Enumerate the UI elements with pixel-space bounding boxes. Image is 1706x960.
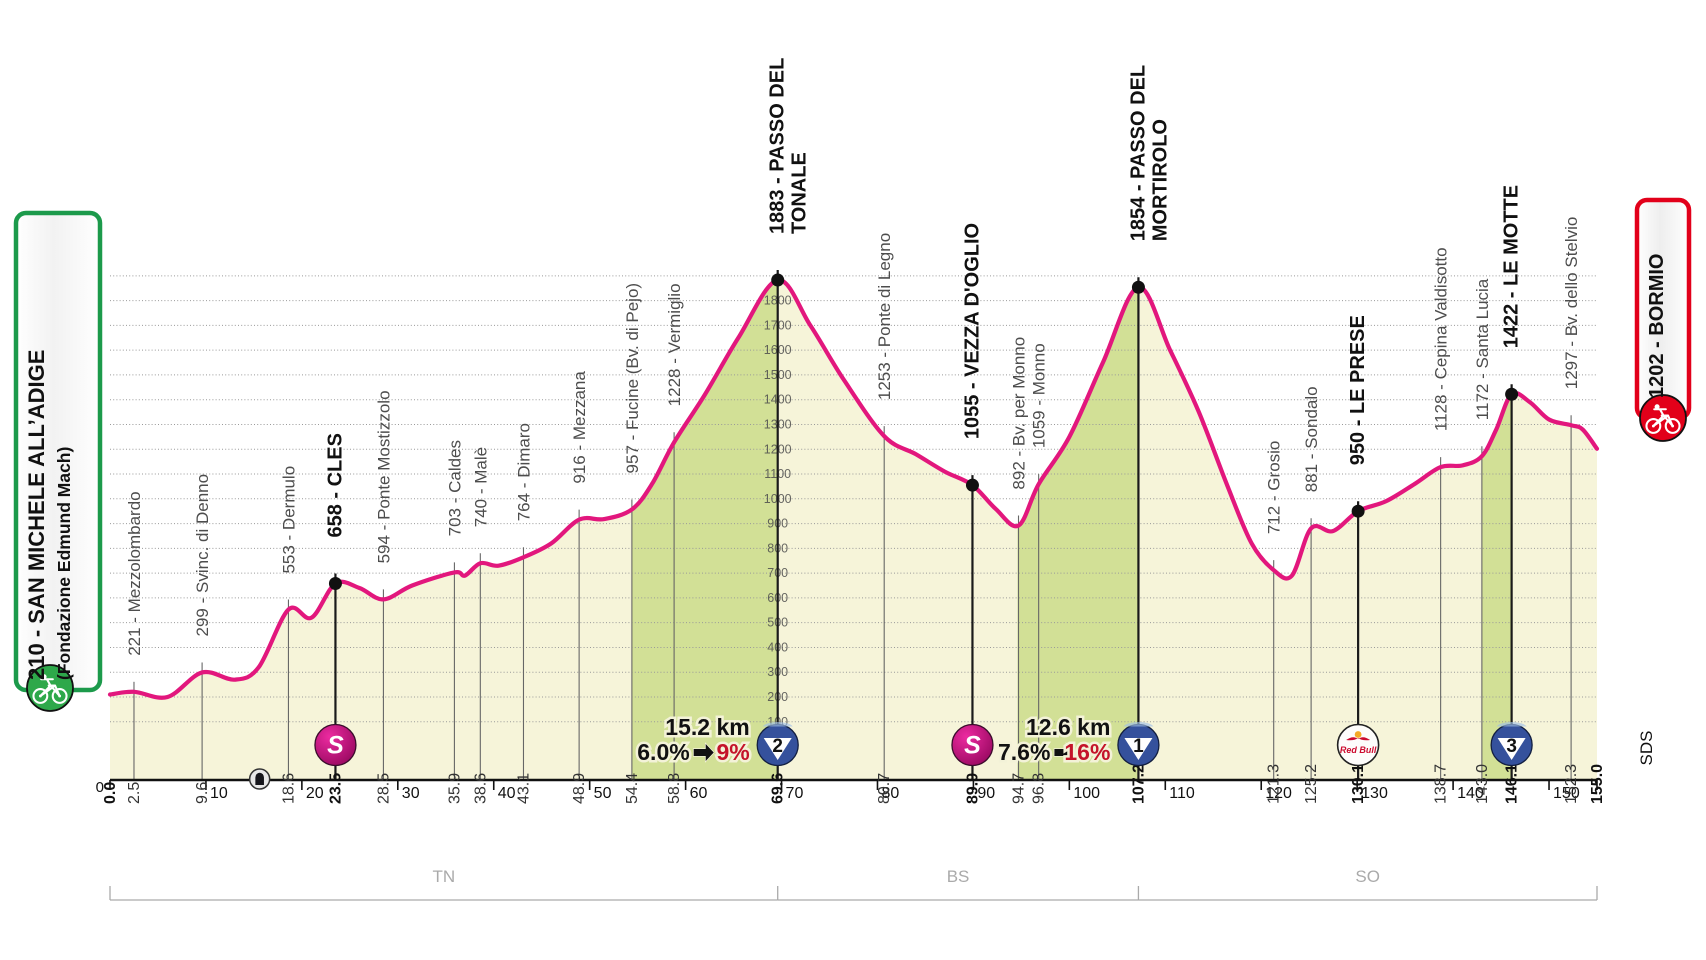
svg-text:916 - Mezzana: 916 - Mezzana [570, 371, 589, 484]
svg-text:152.3: 152.3 [1563, 764, 1580, 804]
svg-text:1883 - PASSO DEL: 1883 - PASSO DEL [767, 58, 789, 234]
svg-text:23.5: 23.5 [327, 773, 344, 804]
svg-text:1172 - Santa Lucia: 1172 - Santa Lucia [1473, 278, 1492, 420]
svg-text:143.0: 143.0 [1474, 764, 1491, 804]
svg-text:1253 - Ponte di Legno: 1253 - Ponte di Legno [875, 233, 894, 400]
svg-text:48.9: 48.9 [571, 773, 588, 804]
svg-text:20: 20 [306, 785, 324, 802]
svg-text:SO: SO [1355, 867, 1380, 886]
svg-text:9.6: 9.6 [194, 782, 211, 804]
svg-text:1202 - BORMIO: 1202 - BORMIO [1646, 254, 1668, 398]
svg-text:125.2: 125.2 [1303, 764, 1320, 804]
svg-text:138.7: 138.7 [1433, 764, 1450, 804]
svg-text:1059 - Monno: 1059 - Monno [1030, 343, 1049, 448]
svg-text:S: S [964, 732, 981, 760]
svg-text:10: 10 [210, 785, 228, 802]
svg-text:1297 - Bv. dello Stelvio: 1297 - Bv. dello Stelvio [1562, 217, 1581, 390]
svg-text:110: 110 [1169, 785, 1195, 802]
svg-text:TN: TN [433, 867, 456, 886]
svg-text:1228 - Vermiglio: 1228 - Vermiglio [665, 283, 684, 406]
svg-text:146.1: 146.1 [1504, 764, 1521, 804]
svg-text:16%: 16% [1064, 739, 1110, 765]
svg-text:80.7: 80.7 [876, 773, 893, 804]
svg-text:1128 - Cepina Valdisotto: 1128 - Cepina Valdisotto [1432, 247, 1451, 431]
svg-text:594 - Ponte Mostizzolo: 594 - Ponte Mostizzolo [374, 390, 393, 563]
svg-text:9%: 9% [716, 739, 749, 765]
svg-text:107.2: 107.2 [1130, 764, 1147, 804]
svg-text:0.0: 0.0 [102, 782, 119, 804]
svg-text:553 - Dermulo: 553 - Dermulo [279, 466, 298, 574]
svg-text:TONALE: TONALE [789, 152, 811, 234]
svg-text:703 - Caldes: 703 - Caldes [445, 440, 464, 536]
svg-text:S: S [327, 732, 344, 760]
svg-text:221 - Mezzolombardo: 221 - Mezzolombardo [125, 491, 144, 655]
svg-text:130.1: 130.1 [1350, 764, 1367, 804]
svg-text:38.6: 38.6 [472, 773, 489, 804]
svg-text:957 - Fucine (Bv. di Pejo): 957 - Fucine (Bv. di Pejo) [623, 283, 642, 474]
svg-text:SDS: SDS [1637, 731, 1656, 766]
svg-text:43.1: 43.1 [515, 773, 532, 804]
svg-text:881 - Sondalo: 881 - Sondalo [1302, 386, 1321, 492]
svg-text:35.9: 35.9 [446, 773, 463, 804]
svg-text:40: 40 [498, 785, 516, 802]
svg-text:50: 50 [594, 785, 612, 802]
svg-text:69.6: 69.6 [770, 773, 787, 804]
svg-text:6.0%: 6.0% [637, 739, 689, 765]
svg-text:100: 100 [1073, 785, 1100, 802]
svg-text:2.5: 2.5 [126, 782, 143, 804]
svg-text:15.2 km: 15.2 km [665, 714, 749, 740]
svg-text:299 - Svinc. di Denno: 299 - Svinc. di Denno [193, 474, 212, 637]
svg-text:58.8: 58.8 [666, 773, 683, 804]
svg-text:28.5: 28.5 [375, 773, 392, 804]
svg-text:(Fondazione Edmund Mach): (Fondazione Edmund Mach) [54, 447, 74, 680]
svg-text:155.0: 155.0 [1589, 764, 1606, 804]
svg-text:7.6%: 7.6% [998, 739, 1050, 765]
svg-text:12.6 km: 12.6 km [1026, 714, 1110, 740]
svg-text:96.8: 96.8 [1031, 773, 1048, 804]
svg-text:1854 - PASSO DEL: 1854 - PASSO DEL [1127, 65, 1149, 241]
svg-text:740 - Malè: 740 - Malè [471, 447, 490, 527]
svg-text:30: 30 [402, 785, 420, 802]
svg-text:2: 2 [772, 736, 783, 757]
svg-text:892 - Bv. per Monno: 892 - Bv. per Monno [1010, 337, 1029, 490]
svg-text:60: 60 [690, 785, 708, 802]
svg-text:70: 70 [786, 785, 804, 802]
svg-text:1055 - VEZZA D'OGLIO: 1055 - VEZZA D'OGLIO [961, 223, 983, 439]
svg-text:BS: BS [947, 867, 970, 886]
svg-text:18.6: 18.6 [280, 773, 297, 804]
svg-text:94.7: 94.7 [1011, 773, 1028, 804]
svg-text:712 - Grosio: 712 - Grosio [1265, 441, 1284, 535]
svg-text:54.4: 54.4 [624, 773, 641, 804]
svg-text:1422 - LE MOTTE: 1422 - LE MOTTE [1501, 185, 1523, 348]
svg-text:950 - LE PRESE: 950 - LE PRESE [1347, 315, 1369, 465]
svg-text:3: 3 [1506, 736, 1517, 757]
svg-text:89.9: 89.9 [964, 773, 981, 804]
svg-text:210 - SAN MICHELE ALL’ADIGE: 210 - SAN MICHELE ALL’ADIGE [24, 350, 49, 680]
svg-text:1: 1 [1133, 736, 1144, 757]
svg-text:764 - Dimaro: 764 - Dimaro [514, 423, 533, 521]
svg-text:658 - CLES: 658 - CLES [324, 433, 346, 537]
svg-text:MORTIROLO: MORTIROLO [1149, 119, 1171, 241]
svg-text:Red Bull: Red Bull [1340, 745, 1377, 755]
svg-text:121.3: 121.3 [1266, 764, 1283, 804]
